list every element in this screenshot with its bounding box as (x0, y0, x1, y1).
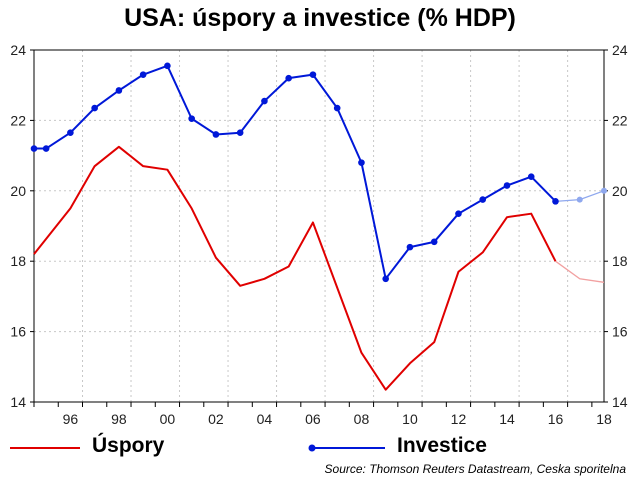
y-axis-right: 14 16 18 20 22 24 (604, 42, 628, 410)
series-investice-point (406, 243, 414, 251)
series-uspory-forecast-line (555, 260, 605, 283)
y-tick-label-left: 14 (10, 394, 26, 410)
series-investice-point (309, 71, 317, 78)
series-investice-point (527, 173, 535, 181)
x-tick-label: 08 (354, 411, 370, 427)
series-investice-point (382, 275, 390, 283)
y-tick-label-right: 18 (612, 253, 628, 269)
series-investice-point (164, 62, 171, 70)
y-tick-label-right: 14 (612, 394, 628, 410)
x-axis: 96 98 00 02 04 06 08 10 12 14 16 18 (33, 402, 612, 427)
series-investice-forecast-point (576, 196, 583, 203)
x-tick-label: 06 (305, 411, 321, 427)
x-tick-label: 10 (402, 411, 418, 427)
chart-title: USA: úspory a investice (% HDP) (124, 4, 516, 32)
series-investice-point (67, 129, 74, 137)
x-tick-label: 04 (257, 411, 273, 427)
y-tick-label-left: 20 (10, 183, 26, 199)
series-investice-point (212, 131, 220, 138)
legend-uspory-label: Úspory (92, 434, 165, 457)
y-axis-left: 14 16 18 20 22 24 (10, 42, 34, 410)
x-tick-label: 18 (596, 411, 612, 427)
series-investice-point (115, 87, 123, 94)
x-tick-label: 96 (63, 411, 79, 427)
series-investice-point (139, 71, 147, 78)
x-tick-label: 12 (451, 411, 467, 427)
x-tick-label: 98 (111, 411, 127, 427)
series-investice-point (188, 115, 195, 122)
series-investice-point (479, 196, 487, 203)
y-tick-label-right: 24 (612, 42, 628, 58)
x-tick-label: 00 (160, 411, 176, 427)
series-investice-point (455, 210, 462, 217)
plot-area-frame (33, 49, 605, 403)
y-tick-label-left: 24 (10, 42, 26, 58)
grid-lines (33, 50, 604, 402)
series-investice-point (333, 104, 341, 112)
x-tick-label: 16 (548, 411, 564, 427)
series-investice-point (236, 129, 244, 137)
y-tick-label-right: 22 (612, 112, 628, 128)
y-tick-label-right: 16 (612, 324, 628, 340)
y-tick-label-left: 22 (10, 112, 26, 128)
series-investice-point (552, 198, 559, 205)
series-uspory (33, 145, 605, 391)
series-layer (30, 62, 607, 391)
x-tick-label: 14 (499, 411, 515, 427)
series-investice-point (285, 74, 292, 82)
series-investice-point (358, 159, 365, 166)
series-investice-point (261, 97, 268, 105)
series-investice-line (34, 64, 557, 280)
series-investice-point (91, 104, 98, 112)
y-tick-label-right: 20 (612, 183, 628, 199)
series-investice-point (503, 182, 511, 189)
y-tick-label-left: 18 (10, 253, 26, 269)
series-investice-forecast-point (601, 187, 607, 194)
legend-investice-swatch (308, 444, 385, 452)
legend-investice-label: Investice (397, 434, 487, 457)
source-note: Source: Thomson Reuters Datastream, Cesk… (324, 462, 626, 476)
series-investice-point (30, 145, 38, 152)
series-investice (30, 62, 607, 283)
x-tick-label: 02 (208, 411, 224, 427)
y-tick-label-left: 16 (10, 324, 26, 340)
series-uspory-line (33, 145, 557, 391)
series-investice-point (430, 238, 438, 246)
series-investice-point (42, 145, 50, 152)
